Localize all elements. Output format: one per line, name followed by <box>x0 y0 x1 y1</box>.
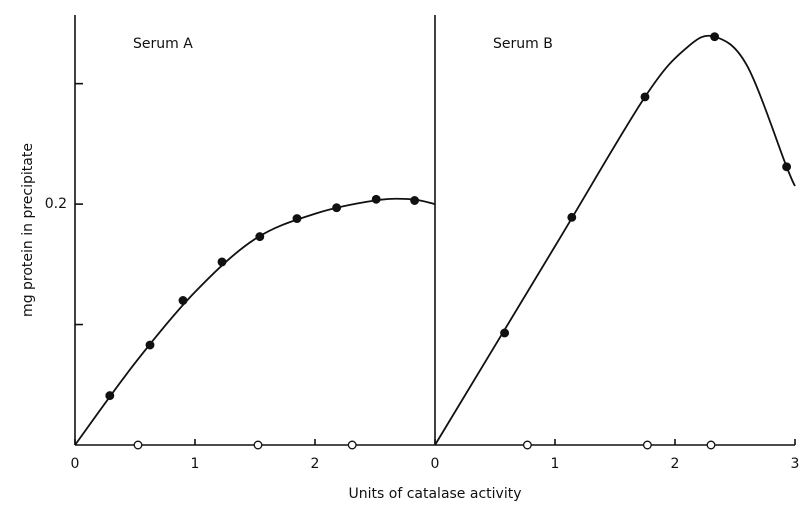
filled-point <box>782 162 792 172</box>
panel-title: Serum A <box>133 36 193 52</box>
filled-point <box>178 296 188 305</box>
filled-point <box>217 257 227 267</box>
filled-point <box>500 328 510 338</box>
x-tick-label: 2 <box>311 456 320 472</box>
filled-point <box>410 196 420 205</box>
panel-title: Serum B <box>493 36 553 52</box>
filled-point <box>567 212 577 222</box>
filled-point <box>292 214 302 224</box>
filled-point <box>710 32 720 42</box>
open-point <box>133 440 143 450</box>
x-tick-label: 1 <box>551 456 560 472</box>
filled-point <box>332 203 342 213</box>
filled-point <box>145 340 155 350</box>
y-tick-label: 0.2 <box>45 196 67 212</box>
x-tick-label: 1 <box>191 456 200 472</box>
x-tick-label: 2 <box>671 456 680 472</box>
x-tick-label: 0 <box>71 456 80 472</box>
open-point <box>706 440 716 450</box>
open-point <box>522 440 532 450</box>
fitted-curve <box>74 197 436 446</box>
filled-point <box>255 232 265 242</box>
filled-point <box>105 391 115 401</box>
open-point <box>642 440 652 450</box>
x-tick-label: 0 <box>431 456 440 472</box>
filled-point <box>371 194 381 204</box>
open-point <box>347 440 357 450</box>
open-point <box>253 440 263 450</box>
filled-point <box>640 92 650 102</box>
fitted-curve <box>434 34 796 446</box>
x-tick-label: 3 <box>791 456 800 472</box>
x-axis-label: Units of catalase activity <box>349 486 522 502</box>
y-axis-label: mg protein in precipitate <box>20 143 36 317</box>
